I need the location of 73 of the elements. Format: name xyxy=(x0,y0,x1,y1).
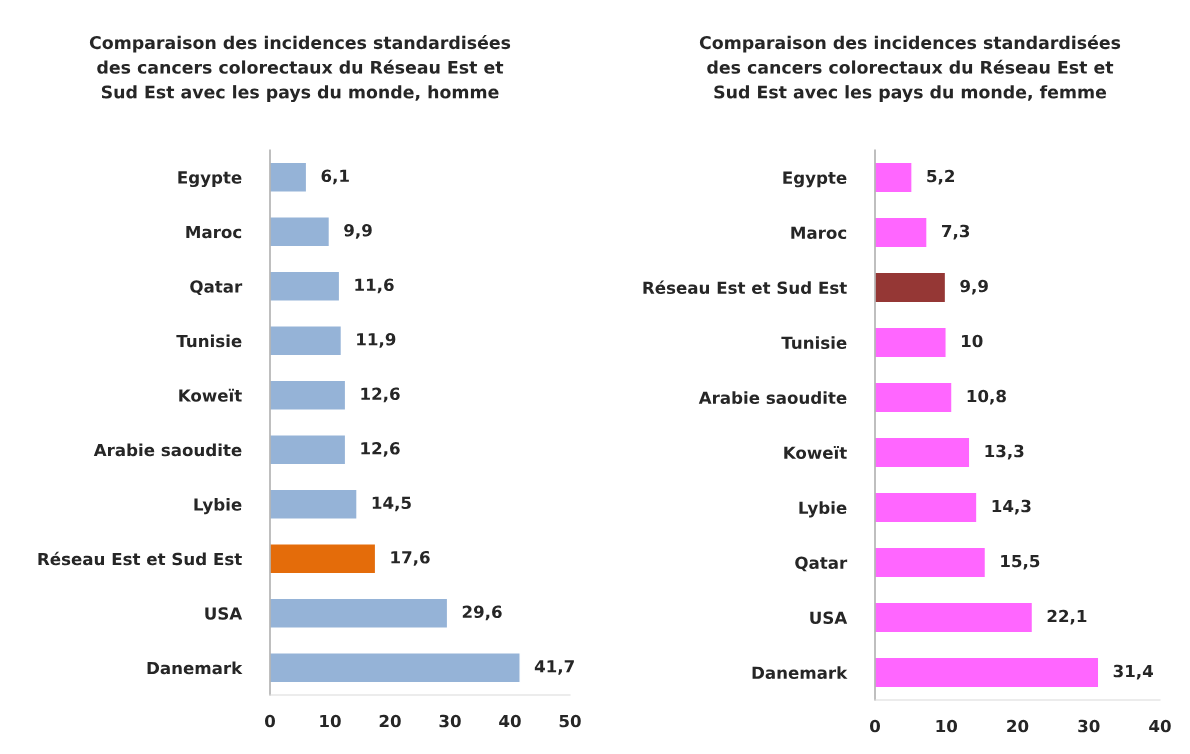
chart-title: Comparaison des incidences standardisées des cancers colorectaux du Réseau Est et Sud Est avec les pays du monde, homme xyxy=(89,35,511,103)
x-tick-label: 40 xyxy=(499,714,521,728)
bar xyxy=(270,216,331,248)
data-label: 11,6 xyxy=(355,278,394,294)
y-tick-label: Maroc xyxy=(186,225,242,239)
bar xyxy=(270,597,449,629)
y-tick-label: Lybie xyxy=(799,501,847,518)
data-label: 14,5 xyxy=(372,496,411,512)
y-tick-label: Tunisie xyxy=(176,334,242,348)
x-tick-label: 10 xyxy=(320,714,341,728)
bar xyxy=(875,216,928,249)
x-tick-label: 30 xyxy=(1078,719,1100,733)
bar xyxy=(875,381,953,414)
data-label: 12,6 xyxy=(361,387,400,403)
bar xyxy=(875,601,1034,634)
y-tick-label: USA xyxy=(205,607,243,620)
x-tick-label: 20 xyxy=(1007,719,1029,733)
y-tick-label: Egypte xyxy=(178,171,242,188)
data-label: 11,9 xyxy=(357,332,396,348)
x-tick-label: 20 xyxy=(379,714,401,728)
y-tick-label: Réseau Est et Sud Est xyxy=(38,551,242,566)
bar xyxy=(875,161,913,194)
x-tick-label: 50 xyxy=(559,714,581,728)
bar xyxy=(875,491,978,524)
data-label: 41,7 xyxy=(534,660,574,675)
y-tick-label: Koweït xyxy=(179,388,242,402)
bar xyxy=(875,436,971,469)
bar xyxy=(270,543,377,575)
y-tick-label: Koweït xyxy=(784,445,847,460)
data-label: 31,4 xyxy=(1113,664,1153,680)
y-tick-label: Lybie xyxy=(194,497,242,515)
data-label: 15,5 xyxy=(1001,554,1040,570)
x-tick-label: 10 xyxy=(936,719,958,733)
x-tick-label: 0 xyxy=(870,719,880,733)
y-tick-label: Tunisie xyxy=(781,336,847,350)
data-label: 14,3 xyxy=(992,499,1031,515)
chart-title: Comparaison des incidences standardisées des cancers colorectaux du Réseau Est et Sud Est avec les pays du monde, femme xyxy=(699,35,1121,103)
y-tick-label: Qatar xyxy=(190,280,243,296)
y-tick-label: Arabie saoudite xyxy=(698,391,847,405)
bar xyxy=(875,271,947,304)
bar xyxy=(270,488,358,520)
y-tick-label: Qatar xyxy=(795,556,848,572)
bar xyxy=(270,434,347,466)
bar xyxy=(270,270,341,302)
x-tick-label: 30 xyxy=(439,714,461,728)
bar xyxy=(875,546,987,579)
data-label: 12,6 xyxy=(361,441,400,457)
bar xyxy=(270,325,343,357)
bar xyxy=(875,656,1100,689)
y-tick-label: Danemark xyxy=(752,666,848,680)
x-tick-label: 40 xyxy=(1149,719,1171,733)
data-label: 9,9 xyxy=(344,223,372,239)
bar xyxy=(270,161,308,193)
data-label: 17,6 xyxy=(391,550,430,566)
bar xyxy=(270,652,521,684)
x-tick-label: 0 xyxy=(265,714,275,728)
data-label: 6,1 xyxy=(321,169,349,185)
data-label: 10 xyxy=(962,334,983,348)
y-tick-label: Egypte xyxy=(783,171,847,188)
y-tick-label: Danemark xyxy=(147,661,243,675)
data-label: 10,8 xyxy=(967,389,1006,405)
y-tick-label: Arabie saoudite xyxy=(93,443,242,457)
bar xyxy=(270,379,347,411)
y-tick-label: Maroc xyxy=(791,226,847,240)
data-label: 13,3 xyxy=(985,444,1024,460)
data-label: 9,9 xyxy=(960,279,988,295)
data-label: 5,2 xyxy=(927,169,955,185)
data-label: 7,3 xyxy=(942,224,970,240)
y-tick-label: Réseau Est et Sud Est xyxy=(643,280,847,295)
y-tick-label: USA xyxy=(810,611,848,625)
data-label: 29,6 xyxy=(462,605,502,621)
data-label: 22,1 xyxy=(1047,609,1087,625)
bar xyxy=(875,326,947,359)
